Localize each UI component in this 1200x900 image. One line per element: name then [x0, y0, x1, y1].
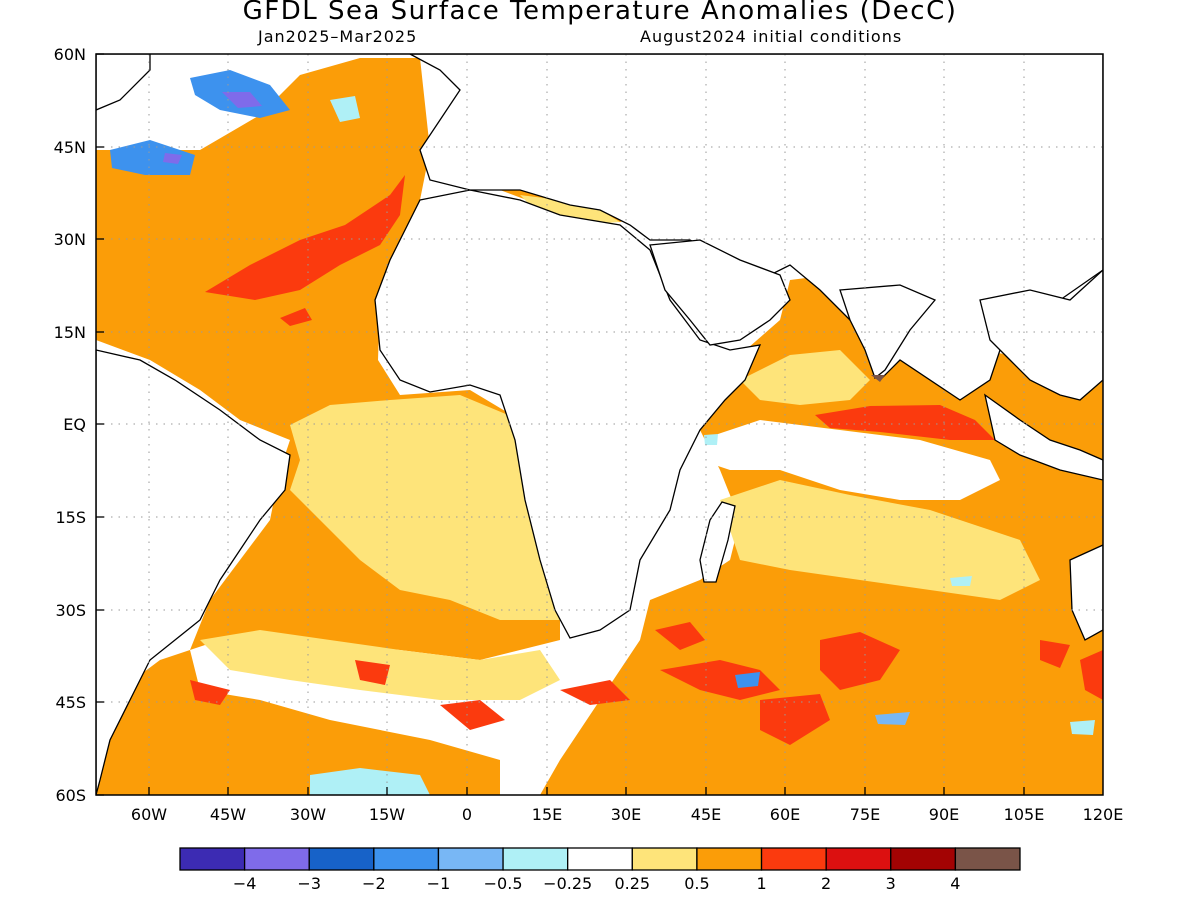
eq-cool-patch	[704, 434, 718, 445]
colorbar-swatch	[890, 847, 957, 871]
southern-cool-patch-3	[875, 712, 910, 725]
indian-ocean-light-south	[720, 480, 1040, 600]
greenland-landmass	[96, 54, 151, 111]
lat-label: 30N	[54, 230, 86, 249]
colorbar-swatch	[760, 847, 827, 871]
map-grid	[96, 54, 1103, 795]
lon-label: 0	[462, 805, 472, 824]
lat-ticks	[96, 53, 104, 796]
lon-label: 60W	[131, 805, 167, 824]
colorbar-swatch	[502, 847, 569, 871]
newfoundland-cool	[110, 140, 195, 175]
lon-label: 90E	[929, 805, 959, 824]
lon-label: 105E	[1004, 805, 1045, 824]
arabia-landmass	[649, 239, 791, 346]
colorbar-swatch	[631, 847, 698, 871]
lat-label: 45S	[55, 693, 86, 712]
colorbar-label: −1	[427, 874, 451, 893]
chart-title: GFDL Sea Surface Temperature Anomalies (…	[242, 0, 958, 26]
colorbar-swatch	[179, 847, 246, 871]
lon-label: 30E	[611, 805, 641, 824]
sri-lanka-landmass	[871, 375, 885, 382]
southeast-asia-landmass	[979, 269, 1103, 401]
lat-label: 15S	[55, 508, 86, 527]
anomaly-field	[96, 54, 1103, 795]
india-landmass	[839, 284, 937, 380]
northatl-light-cool	[330, 96, 360, 122]
lon-label: 60E	[770, 805, 800, 824]
lon-labels: 60W 45W 30W 15W 0 15E 30E 45E 60E 75E 90…	[131, 805, 1123, 824]
southern-strong-7	[1080, 650, 1103, 700]
lon-label: 45W	[210, 805, 246, 824]
lon-label: 15W	[369, 805, 405, 824]
colorbar-label: −3	[297, 874, 321, 893]
initial-conditions: August2024 initial conditions	[640, 27, 903, 46]
southern-cool-patch-5	[950, 576, 972, 586]
southern-strong-6	[1040, 640, 1070, 668]
indian-ocean-light-north	[740, 350, 870, 405]
lon-label: 75E	[850, 805, 880, 824]
lat-label: 60S	[55, 786, 86, 805]
colorbar-label: 2	[821, 874, 831, 893]
colorbar-swatch	[243, 847, 310, 871]
indian-ocean-strong-band	[815, 405, 995, 440]
madagascar-landmass	[699, 501, 736, 583]
southern-strong-1	[655, 622, 705, 650]
southern-cool-patch-4	[1070, 720, 1095, 735]
colorbar-label: 1	[756, 874, 766, 893]
colorbar-labels: −4 −3 −2 −1 −0.5 −0.25 0.25 0.5 1 2 3 4	[233, 874, 961, 893]
africa-landmass	[374, 189, 762, 639]
colorbar-swatch	[373, 847, 440, 871]
lat-label: 45N	[54, 138, 86, 157]
southern-strong-3	[820, 632, 900, 690]
southern-strong-8	[440, 700, 505, 730]
colorbar	[179, 847, 1021, 871]
indonesia-landmass	[983, 393, 1103, 481]
atlantic-strong-band	[205, 175, 405, 300]
lon-label: 30W	[290, 805, 326, 824]
colorbar-label: 0.5	[684, 874, 709, 893]
colorbar-swatch	[954, 847, 1021, 871]
indian-ocean-white-belt	[700, 420, 1000, 500]
lat-label: EQ	[63, 415, 86, 434]
colorbar-label: −0.5	[484, 874, 523, 893]
lat-label: 15N	[54, 323, 86, 342]
southern-strong-2	[660, 660, 780, 700]
lon-ticks	[148, 787, 1025, 795]
colorbar-label: −0.25	[543, 874, 592, 893]
colorbar-label: −2	[362, 874, 386, 893]
lon-label: 120E	[1083, 805, 1124, 824]
southern-strong-4	[760, 694, 830, 745]
atlantic-light-field	[290, 395, 560, 620]
colorbar-swatch	[825, 847, 892, 871]
colorbar-label: 4	[950, 874, 960, 893]
colorbar-label: 3	[886, 874, 896, 893]
southern-strong-10	[355, 660, 390, 685]
colorbar-label: −4	[233, 874, 257, 893]
lon-label: 15E	[532, 805, 562, 824]
lat-label: 30S	[55, 601, 86, 620]
colorbar-swatch	[437, 847, 504, 871]
forecast-period: Jan2025–Mar2025	[258, 27, 418, 46]
southern-cool-patch-1	[310, 768, 430, 795]
south-america-landmass	[96, 349, 291, 795]
southern-strong-9	[190, 680, 230, 705]
newfoundland-strong-cool	[163, 153, 182, 164]
lat-labels: 60N 45N 30N 15N EQ 15S 30S 45S 60S	[54, 45, 86, 805]
lon-label: 45E	[691, 805, 721, 824]
colorbar-swatch	[308, 847, 375, 871]
colorbar-label: 0.25	[614, 874, 650, 893]
colorbar-swatch	[696, 847, 763, 871]
southern-cool-patch-2	[735, 672, 760, 688]
lat-label: 60N	[54, 45, 86, 64]
southern-strong-5	[560, 680, 630, 705]
colorbar-swatch	[567, 847, 633, 871]
mediterranean-light	[520, 195, 620, 225]
atlantic-strong-patch	[280, 308, 312, 326]
australia-landmass	[1069, 544, 1103, 641]
labrador-strong-cool	[222, 92, 262, 108]
